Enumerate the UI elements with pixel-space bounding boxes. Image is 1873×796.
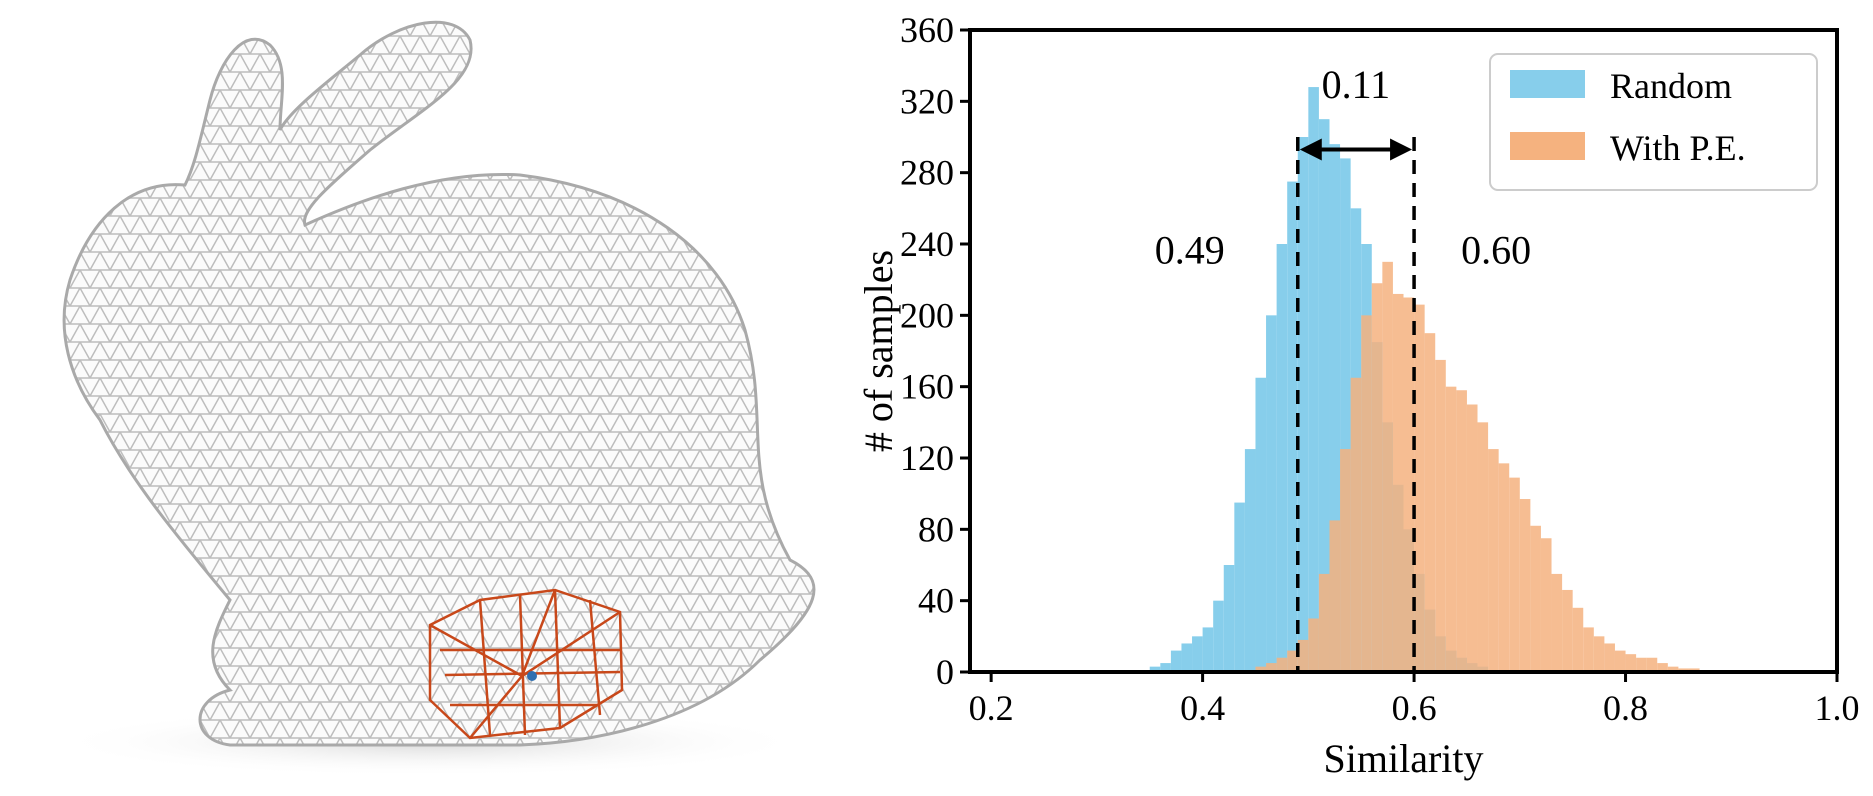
histogram-bar [1340, 449, 1351, 672]
gap-label: 0.11 [1322, 62, 1391, 107]
y-tick-label: 80 [918, 509, 954, 549]
histogram-bar [1456, 390, 1467, 672]
x-tick-label: 0.6 [1392, 688, 1437, 728]
bunny-illustration [0, 0, 860, 791]
histogram-bar [1192, 636, 1203, 672]
histogram-bar [1625, 654, 1637, 672]
gap-arrow [1299, 138, 1413, 161]
histogram-bar [1308, 618, 1319, 672]
mean-random-label: 0.49 [1155, 228, 1225, 273]
histogram-bar [1361, 315, 1372, 672]
histogram-bar [1572, 607, 1584, 672]
histogram-bar [1604, 643, 1615, 672]
y-tick-label: 40 [918, 581, 954, 621]
y-tick-label: 0 [936, 652, 954, 692]
histogram-bar [1350, 377, 1362, 672]
x-axis-label: Similarity [1324, 736, 1484, 781]
histogram-bar [1297, 137, 1309, 672]
y-tick-label: 200 [900, 295, 954, 335]
x-tick-label: 0.2 [969, 688, 1014, 728]
legend-label-random: Random [1610, 66, 1732, 106]
x-tick-label: 0.4 [1180, 688, 1225, 728]
histogram-bar [1509, 477, 1520, 672]
histogram-bar [1160, 663, 1171, 672]
x-tick-label: 1.0 [1815, 688, 1860, 728]
plot-frame [968, 28, 1839, 674]
histogram-bar [1551, 573, 1563, 672]
x-tick-label: 0.8 [1603, 688, 1648, 728]
histogram-bar [1276, 657, 1288, 672]
histogram-bar [1583, 627, 1594, 672]
histogram-bar [1223, 565, 1235, 672]
histogram-bar [1614, 650, 1626, 672]
legend: Random With P.E. [1489, 53, 1818, 191]
histogram-bar [1424, 333, 1436, 672]
histogram-bar [1244, 449, 1256, 672]
histogram-bar [1318, 119, 1330, 672]
histogram-bar [1392, 293, 1404, 672]
mean-pe-label: 0.60 [1461, 228, 1531, 273]
histogram-bar [1202, 627, 1214, 672]
histogram-bar [1657, 663, 1668, 672]
histogram-bar [1445, 386, 1457, 672]
legend-swatch-random [1510, 70, 1585, 98]
histogram-bar [1636, 657, 1647, 672]
histogram-bar [1318, 573, 1330, 672]
y-axis: 0 40 80 120 160 200 240 280 320 360 [900, 10, 970, 692]
histogram-bar [1667, 666, 1679, 672]
y-tick-label: 320 [900, 81, 954, 121]
histogram-bar [1562, 589, 1573, 672]
histogram-bar [1414, 304, 1425, 672]
histogram-bar [1276, 244, 1288, 672]
y-tick-label: 360 [900, 10, 954, 50]
histogram-bar [1149, 666, 1161, 672]
histogram-bar [1488, 449, 1499, 672]
histogram-bar [1255, 666, 1267, 672]
histogram-bar [1170, 650, 1182, 672]
histogram-bar [1287, 650, 1298, 672]
histogram-bar [1498, 463, 1510, 672]
histogram-bar [1340, 158, 1351, 672]
histogram-bar [1234, 502, 1245, 672]
y-tick-label: 280 [900, 153, 954, 193]
histogram-bar [1266, 663, 1277, 672]
similarity-histogram: 0.2 0.4 0.6 0.8 1.0 0 40 80 120 160 200 240 280 320 3… [820, 0, 1873, 791]
y-tick-label: 120 [900, 438, 954, 478]
histogram-bar [1593, 636, 1605, 672]
histogram-bar [1213, 600, 1224, 672]
y-tick-label: 160 [900, 367, 954, 407]
histogram-bar [1371, 283, 1383, 672]
histogram-bar [1477, 422, 1489, 672]
legend-swatch-pe [1510, 132, 1585, 160]
x-axis: 0.2 0.4 0.6 0.8 1.0 [969, 672, 1860, 728]
histogram-bar [1266, 315, 1277, 672]
histogram-bar [1329, 144, 1341, 673]
histogram-bar [1403, 297, 1415, 672]
histogram-bar [1435, 359, 1446, 672]
histogram-bar [1646, 657, 1658, 672]
histogram-bar [1287, 181, 1298, 673]
histogram-bar [1255, 377, 1267, 672]
pe-series [1255, 261, 1721, 672]
legend-label-pe: With P.E. [1610, 128, 1746, 168]
histogram-bar [1519, 499, 1531, 672]
y-axis-label: # of samples [856, 250, 901, 452]
histogram-bar [1329, 520, 1341, 672]
histogram-bar [1382, 261, 1393, 672]
histogram-bar [1466, 404, 1478, 672]
histogram-bar [1540, 538, 1552, 672]
histogram-bar [1530, 525, 1541, 672]
histogram-bar [1297, 639, 1309, 672]
histogram-bar [1181, 643, 1193, 672]
center-vertex [527, 671, 537, 681]
histogram-bar [1308, 87, 1319, 673]
y-tick-label: 240 [900, 224, 954, 264]
